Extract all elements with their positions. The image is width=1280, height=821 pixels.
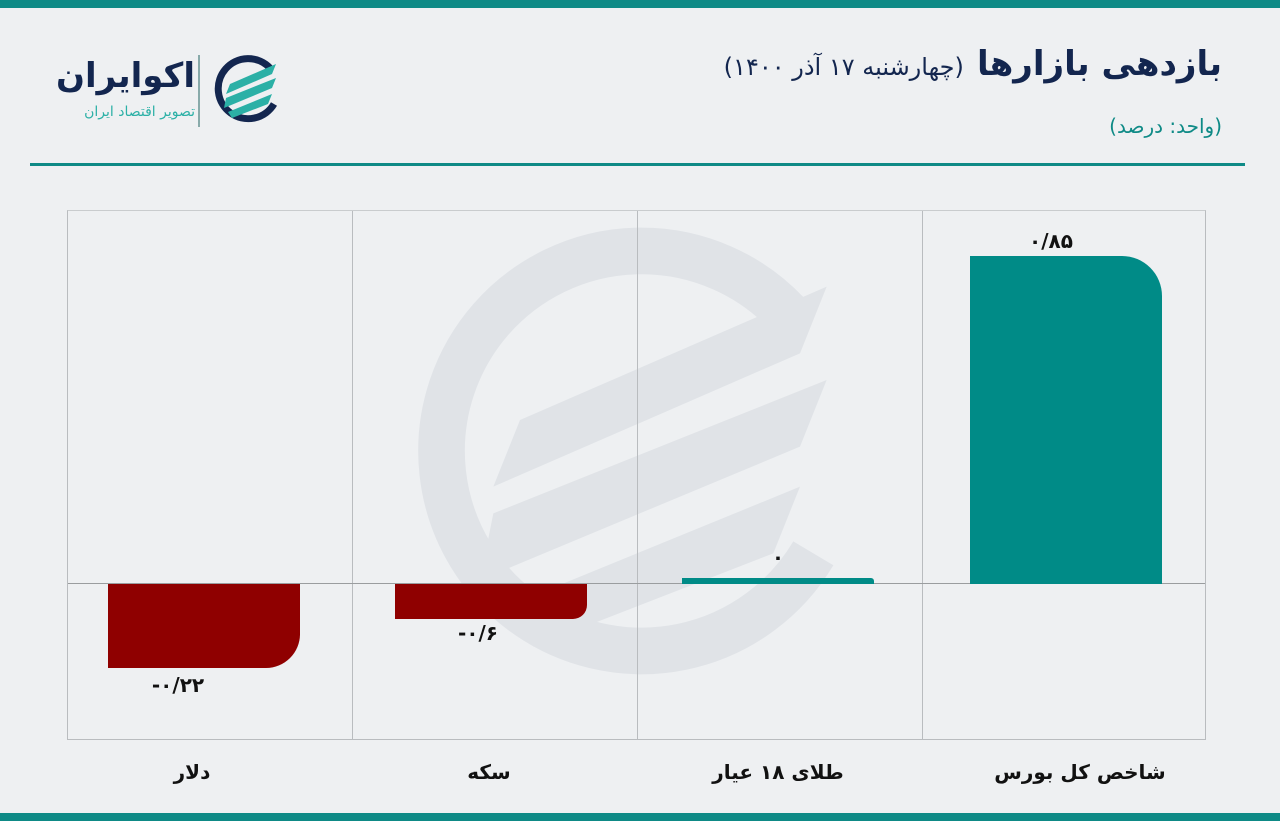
bar-coin (395, 584, 587, 619)
title-date: (چهارشنبه ۱۷ آذر ۱۴۰۰) (723, 53, 964, 81)
category-stock-index: شاخص کل بورس (994, 760, 1166, 784)
unit-label: (واحد: درصد) (1109, 114, 1222, 138)
header-divider (30, 163, 1245, 166)
category-dollar: دلار (173, 760, 211, 784)
top-accent-bar (0, 0, 1280, 8)
bar-dollar (108, 584, 300, 668)
category-coin: سکه (467, 760, 511, 784)
bar-chart: ۰/۸۵ ۰ -۰/۶ -۰/۲۲ (67, 210, 1206, 740)
logo-name: اکوایران (56, 56, 195, 96)
value-gold-18k: ۰ (771, 545, 785, 569)
bottom-accent-bar (0, 813, 1280, 821)
logo-subtitle: تصویر اقتصاد ایران (84, 104, 195, 120)
value-dollar: -۰/۲۲ (151, 673, 205, 697)
grid-line (922, 211, 923, 739)
bar-stock-index (970, 256, 1162, 584)
zero-axis-line (68, 583, 1205, 584)
grid-line (637, 211, 638, 739)
grid-line (352, 211, 353, 739)
bar-gold-18k (682, 578, 874, 584)
watermark-logo-icon (418, 227, 834, 675)
chart-title: بازدهی بازارها (چهارشنبه ۱۷ آذر ۱۴۰۰) (724, 44, 1222, 84)
ecoiran-logo: اکوایران تصویر اقتصاد ایران (30, 50, 290, 130)
logo-mark-icon (214, 55, 278, 123)
title-main: بازدهی بازارها (976, 44, 1222, 84)
value-coin: -۰/۶ (457, 621, 499, 645)
logo-separator (198, 55, 200, 127)
value-stock-index: ۰/۸۵ (1029, 229, 1073, 253)
category-gold-18k: طلای ۱۸ عیار (712, 760, 844, 784)
